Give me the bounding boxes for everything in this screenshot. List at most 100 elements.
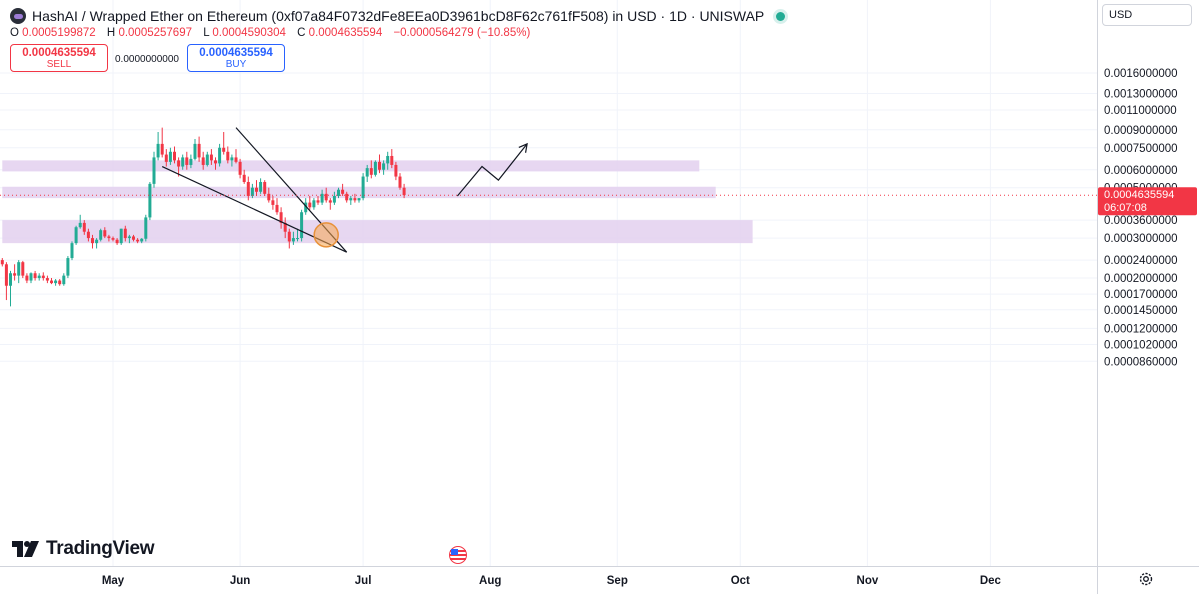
candle-body (193, 143, 197, 159)
symbol-title[interactable]: HashAI / Wrapped Ether on Ethereum (0xf0… (32, 8, 765, 24)
candle (279, 207, 283, 229)
candle-body (390, 155, 394, 165)
candle-body (205, 154, 209, 165)
candle-body (234, 157, 238, 162)
candle (320, 189, 324, 205)
candle (222, 131, 226, 155)
candle-body (357, 198, 361, 201)
candle (54, 279, 58, 286)
candle-body (29, 273, 33, 281)
candle-body (78, 222, 82, 228)
candle (205, 151, 209, 167)
candle-body (250, 187, 254, 196)
currency-select[interactable]: USD (1102, 4, 1192, 26)
candle-body (337, 189, 340, 196)
candle (91, 234, 94, 249)
candle-body (226, 151, 230, 161)
candle (226, 146, 230, 164)
candle (70, 241, 74, 261)
candle (123, 225, 127, 242)
candle-body (255, 187, 258, 192)
candle (259, 178, 263, 194)
grid (0, 0, 1097, 566)
candle-body (308, 202, 312, 208)
candle (230, 154, 234, 167)
x-tick-label: Jul (355, 575, 372, 587)
candle-body (181, 157, 185, 167)
highlight-circle (313, 222, 339, 248)
x-tick-label: Dec (980, 575, 1002, 587)
last-price-tag (1098, 187, 1197, 216)
candle-body (119, 228, 123, 244)
market-status-icon[interactable] (776, 11, 786, 21)
candle-body (140, 238, 144, 242)
candle (234, 149, 238, 164)
projection-path (456, 143, 528, 197)
support-zone (2, 160, 700, 172)
candle-body (209, 154, 213, 161)
candle (152, 151, 156, 188)
candle (173, 146, 176, 164)
candle (308, 195, 312, 210)
candle-body (271, 200, 275, 205)
y-tick-label: 0.0001450000 (1104, 305, 1178, 317)
candle-body (328, 200, 332, 203)
candle-body (173, 151, 176, 161)
candle (402, 183, 406, 199)
candle-body (168, 151, 172, 162)
open-value: 0.0005199872 (22, 27, 96, 39)
candle-body (361, 176, 365, 199)
candle-body (41, 275, 45, 279)
candle-body (263, 181, 267, 194)
x-tick-label: Aug (479, 575, 501, 587)
candle (41, 272, 45, 281)
candle (13, 264, 17, 281)
candle-body (291, 238, 295, 242)
y-tick-label: 0.0009000000 (1104, 125, 1178, 137)
candle-body (111, 238, 115, 240)
buy-button[interactable]: 0.0004635594 BUY (187, 44, 285, 72)
candle (58, 279, 62, 286)
x-tick-label: Oct (731, 575, 750, 587)
annotations (0, 127, 1097, 253)
y-tick-label: 0.0001020000 (1104, 339, 1178, 351)
us-flag-icon[interactable] (446, 546, 470, 564)
candle (115, 238, 119, 245)
y-tick-label: 0.0007500000 (1104, 143, 1178, 155)
candle (312, 198, 316, 210)
candle-body (230, 157, 234, 161)
close-label: C (297, 27, 306, 39)
candle (0, 258, 4, 267)
candle (33, 270, 37, 281)
token-logo-icon (10, 8, 26, 24)
candle-body (0, 260, 4, 265)
sell-price: 0.0004635594 (22, 47, 96, 59)
candle (214, 157, 217, 170)
candle (144, 214, 148, 242)
candle (181, 154, 185, 170)
countdown-label: 06:07:08 (1104, 202, 1147, 214)
candle (185, 151, 189, 170)
candle-body (378, 161, 381, 170)
candle (140, 238, 144, 244)
low-label: L (203, 27, 210, 39)
candle (365, 164, 369, 182)
candle-body (21, 262, 25, 276)
candle (66, 256, 70, 279)
sell-button[interactable]: 0.0004635594 SELL (10, 44, 108, 72)
candle-body (164, 154, 168, 162)
y-tick-label: 0.0001200000 (1104, 323, 1178, 335)
candle-body (259, 181, 263, 192)
gear-icon[interactable] (1138, 571, 1154, 587)
candle-body (45, 278, 49, 281)
tradingview-logo[interactable]: TradingView (12, 538, 155, 560)
candle (291, 231, 295, 245)
candle (353, 193, 357, 203)
candle-body (242, 174, 246, 182)
candle-body (177, 160, 181, 167)
candle-body (91, 238, 94, 244)
candle-body (62, 275, 66, 285)
spread-value: 0.0000000000 (115, 54, 179, 65)
